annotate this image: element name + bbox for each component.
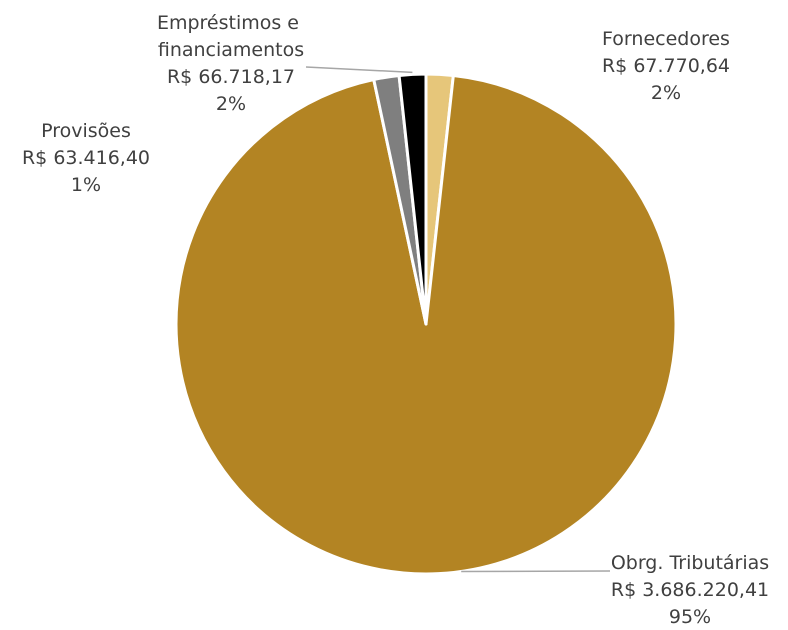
label-provisoes-value: R$ 63.416,40 [22,147,150,169]
label-provisoes: Provisões R$ 63.416,40 1% [22,120,150,196]
label-provisoes-percent: 1% [71,174,101,196]
leader-line-emprestimos [305,66,413,74]
label-provisoes-name: Provisões [41,120,131,142]
label-obrg-tributarias: Obrg. Tributárias R$ 3.686.220,41 95% [611,552,769,628]
label-obrg-tributarias-value: R$ 3.686.220,41 [611,579,769,601]
label-obrg-tributarias-percent: 95% [669,606,711,625]
label-emprestimos-percent: 2% [216,93,246,115]
pie-slice-emprestimos-e-financiamentos [397,72,428,326]
label-fornecedores: Fornecedores R$ 67.770,64 2% [602,28,730,104]
label-obrg-tributarias-name: Obrg. Tributárias [611,552,769,574]
label-emprestimos: Empréstimos e financiamentos R$ 66.718,1… [157,12,305,115]
label-emprestimos-name: Empréstimos e financiamentos [157,12,305,61]
label-fornecedores-name: Fornecedores [602,28,730,50]
label-emprestimos-value: R$ 66.718,17 [167,66,295,88]
leader-line-obrg-tributarias [461,570,611,573]
label-fornecedores-percent: 2% [651,82,681,104]
label-fornecedores-value: R$ 67.770,64 [602,55,730,77]
